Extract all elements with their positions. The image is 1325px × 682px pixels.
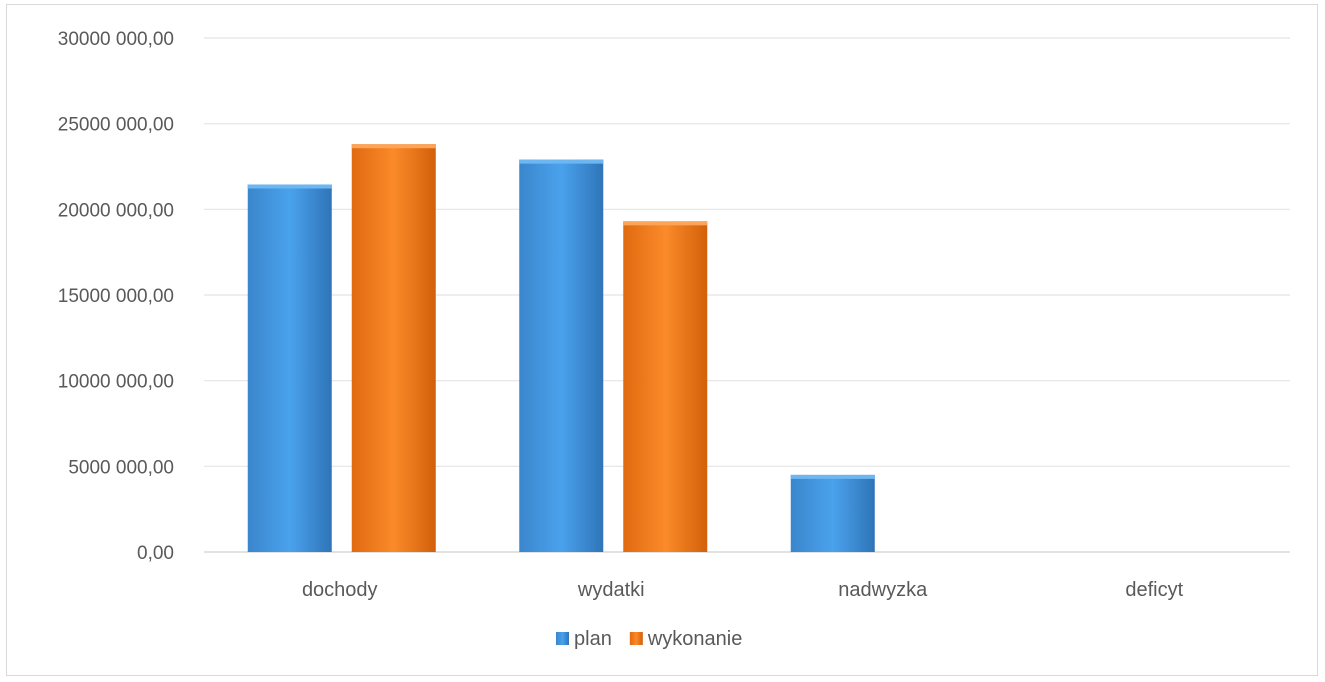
bar-top-highlight [247, 184, 332, 189]
y-tick-label: 10000 000,00 [58, 372, 174, 393]
legend-label-wykonanie: wykonanie [647, 628, 743, 650]
bar-top-highlight [790, 474, 875, 479]
bar-top-highlight [623, 221, 708, 226]
x-category-label: wydatki [577, 579, 645, 601]
bar-plan-dochody [247, 184, 332, 553]
bar-wykonanie-wydatki [623, 221, 708, 552]
y-tick-label: 20000 000,00 [58, 200, 174, 221]
x-category-label: deficyt [1125, 579, 1183, 601]
y-tick-label: 5000 000,00 [68, 457, 174, 478]
y-tick-label: 15000 000,00 [58, 286, 174, 307]
y-axis: 0,00 5000 000,00 10000 000,00 15000 000,00 2… [58, 29, 174, 564]
bar-plan-wydatki [519, 159, 604, 552]
legend: plan wykonanie [556, 628, 742, 650]
x-category-label: nadwyzka [838, 579, 928, 601]
legend-swatch-wykonanie [629, 632, 643, 645]
x-axis: dochody wydatki nadwyzka deficyt [302, 579, 1184, 601]
bar-top-highlight [351, 144, 436, 149]
bars [247, 144, 875, 553]
bar-plan-nadwyzka [790, 474, 875, 552]
legend-label-plan: plan [574, 628, 612, 650]
bar-wykonanie-dochody [351, 144, 436, 552]
legend-swatch-plan [556, 632, 569, 645]
y-tick-label: 0,00 [137, 543, 174, 564]
bar-top-highlight [519, 159, 604, 164]
y-tick-label: 30000 000,00 [58, 29, 174, 50]
y-tick-label: 25000 000,00 [58, 115, 174, 136]
x-category-label: dochody [302, 579, 378, 601]
